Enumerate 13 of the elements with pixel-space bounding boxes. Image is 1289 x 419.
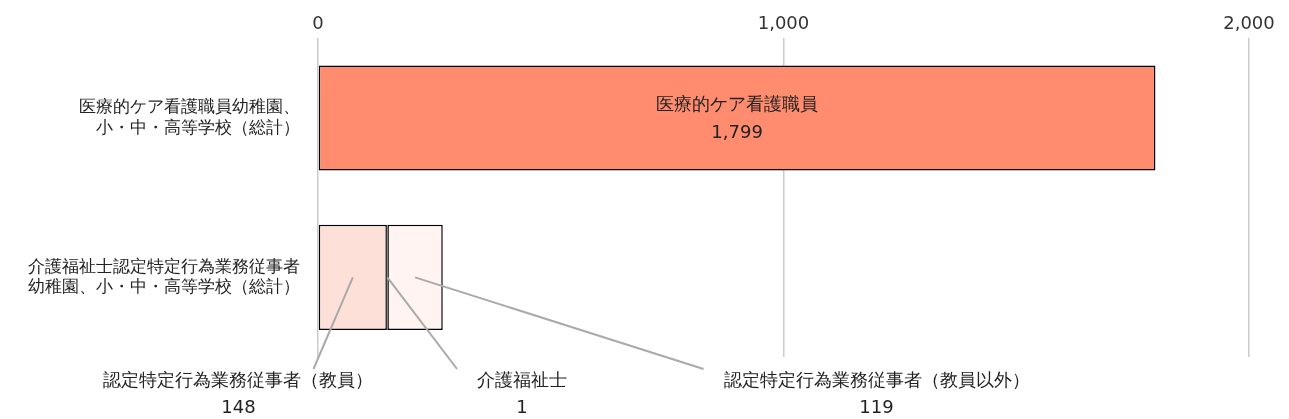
data-label: 1,799 bbox=[711, 120, 763, 142]
x-tick-label: 2,000 bbox=[1223, 12, 1275, 34]
text: 1 bbox=[516, 395, 528, 417]
y-tick-label: 医療的ケア看護職員幼稚園、小・中・高等学校（総計） bbox=[79, 96, 300, 137]
text: 148 bbox=[221, 395, 256, 417]
x-tick-label: 1,000 bbox=[757, 12, 810, 34]
text: 認定特定行為業務従事者（教員以外） bbox=[723, 368, 1030, 390]
y-tick-label: 介護福祉士認定特定行為業務従事者幼稚園、小・中・高等学校（総計） bbox=[28, 255, 300, 296]
annotation: 介護福祉士 bbox=[477, 368, 568, 390]
text: 119 bbox=[859, 395, 894, 417]
text: 認定特定行為業務従事者（教員） bbox=[103, 368, 374, 390]
series-label: 医療的ケア看護職員 bbox=[656, 92, 819, 114]
x-tick-label: 0 bbox=[312, 12, 324, 34]
